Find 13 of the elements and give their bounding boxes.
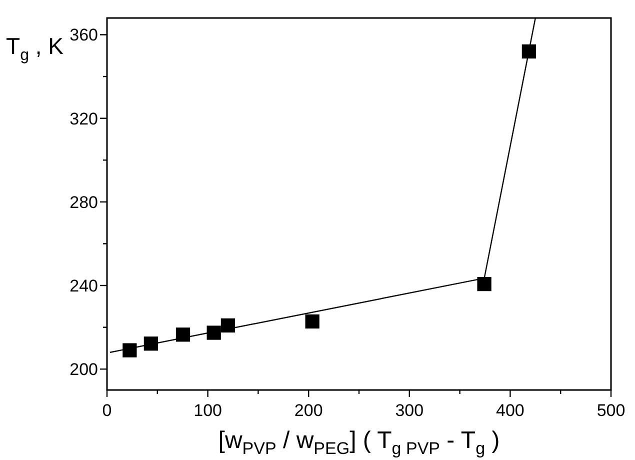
x-tick-label: 0 (102, 401, 112, 420)
x-tick-label: 100 (194, 401, 222, 420)
y-axis-title: T$_{g}$ , K (6, 33, 64, 64)
y-tick-label: 240 (70, 276, 98, 296)
x-tick-label: 300 (395, 401, 424, 420)
text: [w$_{PVP}$ / w$_{PEG}$] ( T$_{g PVP}$ - T$_{g}$ ) (218, 427, 500, 458)
y-tick-label: 360 (70, 26, 98, 45)
y-tick-label: 280 (70, 192, 98, 212)
x-tick-label: 500 (596, 401, 626, 420)
x-tick-label: 400 (496, 401, 524, 420)
y-tick-label: 200 (70, 360, 98, 380)
y-tick-label: 320 (70, 109, 98, 128)
x-tick-label: 200 (294, 401, 323, 420)
